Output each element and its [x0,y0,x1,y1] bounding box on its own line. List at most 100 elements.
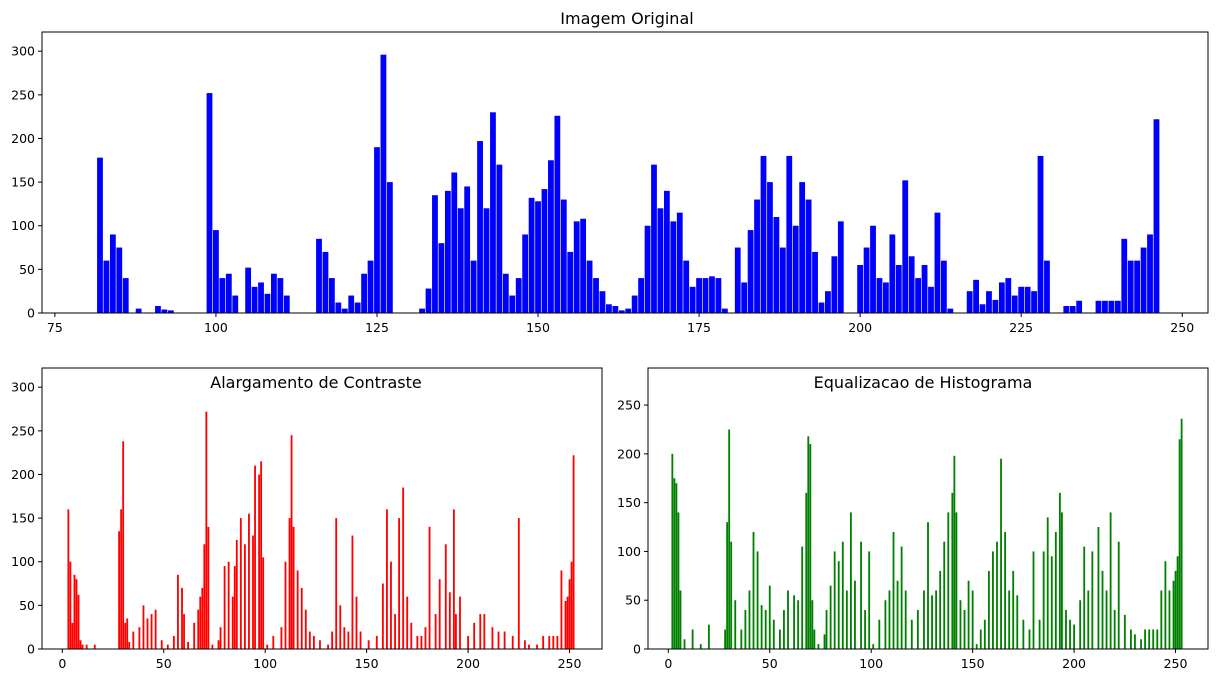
bar-original [1102,300,1108,313]
bar-original [863,247,870,313]
bar-equalization [778,629,781,649]
bar-contrast [67,509,70,649]
bar-contrast [118,531,121,649]
bar-equalization [1174,570,1177,649]
bar-equalization [1016,595,1019,649]
bar-contrast [491,627,494,649]
y-tick-label: 150 [11,175,35,190]
chart-title-equalization: Equalizacao de Histograma [814,373,1033,392]
x-tick-label: 150 [961,656,985,671]
bar-contrast [536,644,538,649]
bar-contrast [434,614,437,649]
bar-contrast [187,642,189,649]
bar-equalization [1164,561,1167,649]
bar-equalization [900,546,903,649]
bar-original [116,247,123,313]
bar-contrast [266,644,269,649]
bar-contrast [280,627,283,649]
bar-equalization [1152,629,1155,649]
bar-contrast [183,614,185,649]
bar-original [683,260,690,313]
bar-contrast [243,544,246,649]
bar-equalization [825,609,828,649]
bar-original [367,260,374,313]
bar-equalization [726,522,729,649]
bar-original [457,208,464,313]
bar-contrast [290,435,293,649]
bar-original [837,221,844,313]
bar-contrast [483,614,486,649]
bar-original [206,93,213,313]
bar-equalization [1091,551,1094,649]
bar-equalization [979,629,982,649]
bar-contrast [239,518,242,649]
bar-equalization [983,619,986,649]
bar-equalization [772,619,775,649]
x-tick-label: 0 [664,656,672,671]
bar-contrast [406,596,409,649]
bar-contrast [227,561,230,649]
bar-equalization [817,644,820,649]
bar-equalization [884,600,887,649]
bar-equalization [916,609,919,649]
bar-original [921,265,928,313]
bar-original [251,286,258,313]
bar-original [509,295,516,313]
axes-frame-original [41,31,1209,314]
bar-equalization [1117,541,1120,649]
bar-original [1134,260,1141,313]
bar-original [515,278,522,313]
bar-original [1108,300,1115,313]
bar-equalization [931,595,933,649]
bar-equalization [963,609,966,649]
bar-equalization [768,585,771,649]
bar-original [213,230,219,313]
bar-equalization [833,551,836,649]
bar-equalization [872,644,875,649]
bar-contrast [207,526,210,649]
bar-original [155,306,161,313]
bar-contrast [75,579,78,649]
chart-title-contrast: Alargamento de Contraste [210,373,421,392]
bar-original [535,201,541,313]
bar-original [908,256,915,313]
bar-equalization [783,609,785,649]
bar-original [883,282,889,313]
bar-original [1011,295,1018,313]
bar-original [657,208,664,313]
bar-equalization [959,600,962,649]
bar-original [928,286,934,313]
bar-equalization [1172,580,1175,649]
y-tick-label: 200 [11,131,35,146]
bar-original [109,234,116,313]
bar-equalization [691,629,694,649]
bar-contrast [570,561,573,649]
bar-original [567,251,574,313]
bar-contrast [367,640,370,649]
bar-original [1121,238,1128,313]
bar-contrast [343,627,346,649]
bar-original [554,115,561,313]
bar-contrast [260,461,263,649]
bar-equalization [841,541,844,649]
y-ticks-equalization: 0 50 100 150 200 250 [617,398,648,657]
bar-original [161,309,168,313]
bar-contrast [542,635,545,649]
bar-original [1005,278,1012,313]
x-tick-label: 100 [204,320,228,335]
bar-original [477,141,483,313]
bar-contrast [394,614,396,649]
bar-original [986,291,992,313]
bar-equalization [730,541,733,649]
y-tick-label: 50 [625,593,641,608]
bar-original [747,230,754,313]
bar-contrast [473,622,476,649]
bar-contrast [420,635,423,649]
bar-contrast [548,635,551,649]
bar-equalization [829,585,832,649]
bar-equalization [854,580,856,649]
bar-original [825,291,831,313]
bar-original [483,208,490,313]
bar-equalization [992,551,994,649]
bar-contrast [219,627,222,649]
